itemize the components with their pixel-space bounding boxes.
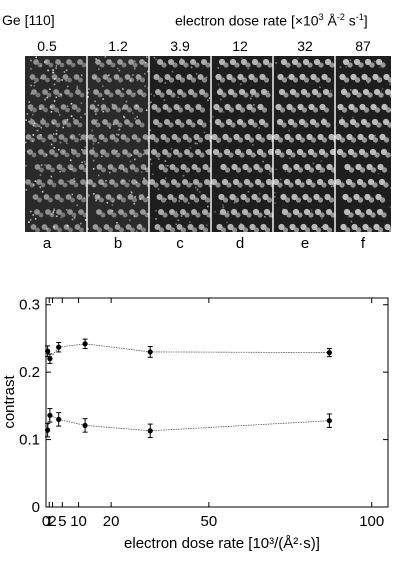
plot-frame	[45, 297, 389, 508]
x-tick-label: 10	[70, 513, 87, 530]
micrograph-panel	[210, 56, 278, 232]
micrograph-panel	[149, 56, 216, 232]
y-tick-label: 0.1	[19, 432, 40, 449]
data-point	[147, 349, 153, 355]
micrograph-panel	[334, 56, 391, 232]
micrograph-panel	[87, 56, 154, 232]
panel-label-b: b	[113, 235, 123, 252]
panel-label-f: f	[360, 235, 366, 252]
panel-dose-b: 1.2	[108, 38, 128, 54]
data-point	[47, 356, 53, 362]
series-line	[47, 414, 330, 432]
x-tick-label: 5	[58, 513, 66, 530]
dose-rate-header: electron dose rate [×103 Å-2 s-1]	[175, 12, 368, 29]
x-tick-label: 100	[359, 513, 384, 530]
data-point	[45, 348, 51, 354]
panel-dose-d: 12	[232, 38, 248, 54]
data-point	[47, 412, 53, 418]
x-tick-label: 0	[42, 513, 50, 530]
panel-label-a: a	[42, 235, 52, 252]
panel-label-e: e	[300, 235, 310, 252]
panel-dose-e: 32	[297, 38, 313, 54]
data-point	[82, 422, 88, 429]
data-point	[147, 428, 153, 434]
panel-label-c: c	[176, 235, 184, 252]
panel-label-d: d	[235, 235, 245, 252]
panel-dose-a: 0.5	[37, 38, 57, 54]
panel-dose-f: 87	[355, 38, 371, 54]
contrast-chart: 0 0.1 0.2 0.3 012 5 10 20 50 100 contrast electr…	[1, 297, 389, 552]
micrograph-panel	[25, 56, 92, 232]
data-point	[326, 350, 332, 356]
hrtem-image-strip	[25, 56, 391, 232]
data-point	[45, 427, 51, 433]
x-tick-label: 50	[201, 513, 218, 530]
data-point	[56, 416, 62, 422]
x-tick-label: 20	[103, 513, 120, 530]
x-axis-label: electron dose rate [10³/(Å²·s)]	[124, 535, 320, 552]
material-label: Ge [110]	[2, 12, 55, 28]
panel-dose-c: 3.9	[170, 38, 190, 54]
data-point	[82, 341, 88, 347]
x-tick-label: 2	[48, 513, 56, 530]
y-tick-label: 0	[32, 499, 40, 516]
micrograph-panel	[272, 56, 340, 232]
y-tick-label: 0.2	[19, 364, 40, 381]
x-tick-label: 1	[45, 513, 53, 530]
data-point	[326, 418, 332, 424]
data-point	[56, 344, 62, 350]
y-axis-label: contrast	[1, 374, 18, 428]
y-tick-label: 0.3	[19, 297, 40, 314]
series-line	[47, 343, 330, 360]
